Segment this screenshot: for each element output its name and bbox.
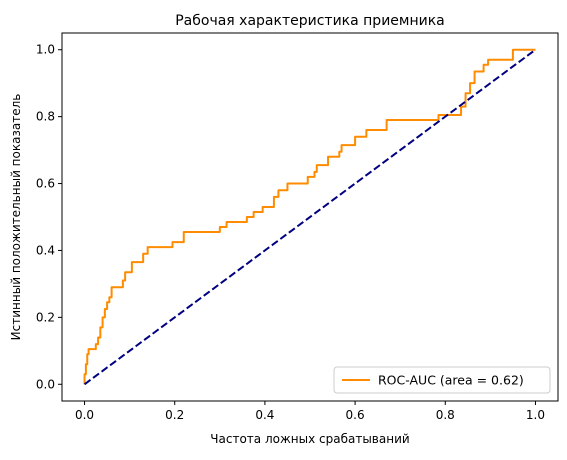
y-tick-label: 0.0 (36, 377, 55, 391)
x-tick-label: 0.0 (75, 408, 94, 422)
y-tick-label: 0.2 (36, 310, 55, 324)
x-tick-label: 0.6 (346, 408, 365, 422)
diagonal-reference-line (83, 48, 537, 386)
y-tick-label: 0.4 (36, 243, 55, 257)
y-tick-label: 0.8 (36, 110, 55, 124)
legend: ROC-AUC (area = 0.62) (333, 366, 551, 394)
legend-label: ROC-AUC (area = 0.62) (378, 373, 524, 388)
x-tick-label: 0.2 (165, 408, 184, 422)
x-axis-label: Частота ложных срабатываний (210, 432, 409, 446)
y-axis-label: Истинный положительный показатель (9, 94, 23, 341)
x-tick-label: 0.4 (255, 408, 274, 422)
y-tick-label: 1.0 (36, 43, 55, 57)
legend-box (333, 366, 551, 394)
x-axis: 0.0 0.2 0.4 0.6 0.8 1.0 (75, 401, 545, 422)
x-tick-label: 0.8 (436, 408, 455, 422)
y-axis: 0.0 0.2 0.4 0.6 0.8 1.0 (36, 43, 62, 391)
chart-title: Рабочая характеристика приемника (175, 13, 445, 29)
y-tick-label: 0.6 (36, 177, 55, 191)
plot-frame (61, 32, 559, 402)
x-tick-label: 1.0 (526, 408, 545, 422)
plot-area (83, 48, 537, 386)
